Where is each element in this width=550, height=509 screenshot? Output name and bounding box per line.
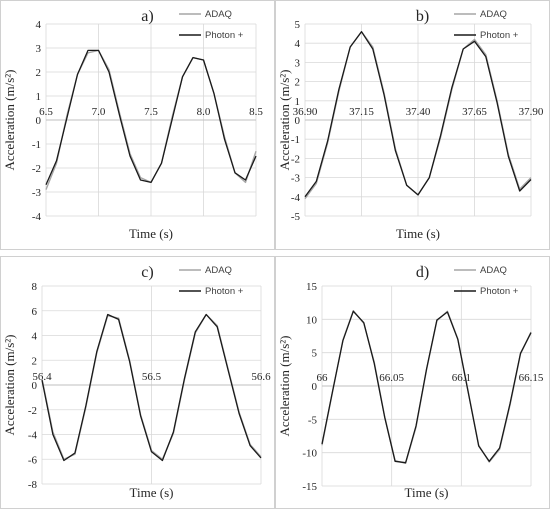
y-tick-label: 1 bbox=[295, 96, 301, 108]
x-tick-label: 56.5 bbox=[142, 371, 162, 383]
x-axis-title: Time (s) bbox=[130, 485, 174, 500]
x-tick-label: 7.5 bbox=[144, 106, 158, 118]
y-tick-label: -4 bbox=[32, 211, 42, 223]
panel-frame bbox=[0, 0, 275, 250]
y-tick-label: 0 bbox=[295, 115, 301, 127]
panel-label: a) bbox=[141, 8, 153, 25]
legend-label: Photon + bbox=[205, 30, 244, 41]
y-tick-label: 3 bbox=[36, 43, 42, 55]
legend-label: ADAQ bbox=[205, 265, 232, 276]
x-tick-label: 37.90 bbox=[519, 106, 544, 118]
y-tick-label: -4 bbox=[291, 192, 301, 204]
y-tick-label: 0 bbox=[36, 115, 42, 127]
y-tick-label: -2 bbox=[32, 163, 41, 175]
y-tick-label: -1 bbox=[32, 139, 41, 151]
x-tick-label: 37.65 bbox=[462, 106, 487, 118]
y-axis-title: Acceleration (m/s²) bbox=[2, 70, 17, 171]
y-axis-title: Acceleration (m/s²) bbox=[277, 70, 292, 171]
x-tick-label: 37.40 bbox=[406, 106, 431, 118]
panel-label: d) bbox=[416, 264, 429, 281]
y-tick-label: 4 bbox=[295, 38, 301, 50]
legend-label: Photon + bbox=[480, 286, 519, 297]
series-line-photon bbox=[321, 310, 532, 464]
series-line-adaq bbox=[321, 310, 532, 464]
chart-panel-4: -15 -10 -5 0 5 10 15 66 66.05 66.1 66.15 d) ADAQ Phot… bbox=[275, 256, 550, 509]
legend-label: ADAQ bbox=[480, 9, 507, 20]
series-line-photon bbox=[41, 313, 262, 462]
x-axis-title: Time (s) bbox=[405, 485, 449, 500]
x-tick-label: 8.5 bbox=[249, 106, 263, 118]
x-tick-label: 66.1 bbox=[452, 372, 471, 384]
y-tick-label: 6 bbox=[32, 306, 38, 318]
x-tick-label: 36.90 bbox=[293, 106, 318, 118]
y-tick-label: 3 bbox=[295, 57, 301, 69]
x-axis-title: Time (s) bbox=[396, 226, 440, 241]
y-tick-label: -1 bbox=[291, 134, 300, 146]
y-tick-label: -5 bbox=[308, 414, 318, 426]
legend-label: ADAQ bbox=[480, 265, 507, 276]
y-tick-label: -6 bbox=[28, 454, 38, 466]
legend-label: Photon + bbox=[205, 286, 244, 297]
x-tick-label: 7.0 bbox=[92, 106, 106, 118]
x-tick-label: 56.6 bbox=[251, 371, 271, 383]
x-axis-title: Time (s) bbox=[129, 226, 173, 241]
chart-panel-3: -8 -6 -4 -2 0 2 4 6 8 56.4 56.5 56.6 c) ADAQ Photon + T… bbox=[0, 256, 275, 509]
y-tick-label: 0 bbox=[32, 380, 38, 392]
y-tick-label: 15 bbox=[306, 281, 318, 293]
y-tick-label: 1 bbox=[36, 91, 42, 103]
y-tick-label: 2 bbox=[36, 67, 42, 79]
y-axis-title: Acceleration (m/s²) bbox=[2, 335, 17, 436]
y-tick-label: 4 bbox=[32, 331, 38, 343]
x-tick-label: 6.5 bbox=[39, 106, 53, 118]
y-tick-label: -15 bbox=[302, 481, 317, 493]
legend-label: Photon + bbox=[480, 30, 519, 41]
y-tick-label: -2 bbox=[291, 153, 300, 165]
y-tick-label: -3 bbox=[291, 173, 301, 185]
x-tick-label: 37.15 bbox=[349, 106, 374, 118]
chart-panel-1: -4 -3 -2 -1 0 1 2 3 4 6.5 7.0 7.5 8.0 8.5 a) ADAQ Photon… bbox=[0, 0, 275, 250]
y-tick-label: -4 bbox=[28, 430, 38, 442]
x-tick-label: 8.0 bbox=[197, 106, 211, 118]
y-tick-label: 5 bbox=[295, 19, 301, 31]
y-tick-label: -3 bbox=[32, 187, 42, 199]
chart-panel-2: -5 -4 -3 -2 -1 0 1 2 3 4 5 36.90 37.15 37.40 37.65 37.9… bbox=[275, 0, 550, 250]
series-line-photon bbox=[304, 31, 532, 198]
x-tick-label: 66.05 bbox=[379, 372, 404, 384]
y-tick-label: -10 bbox=[302, 448, 317, 460]
y-tick-label: -5 bbox=[291, 211, 301, 223]
y-tick-label: 5 bbox=[312, 348, 318, 360]
y-tick-label: 2 bbox=[295, 77, 301, 89]
y-tick-label: -8 bbox=[28, 479, 38, 491]
x-tick-label: 66.15 bbox=[519, 372, 544, 384]
y-tick-label: 4 bbox=[36, 19, 42, 31]
y-tick-label: -2 bbox=[28, 405, 37, 417]
y-tick-label: 0 bbox=[312, 381, 318, 393]
y-tick-label: 10 bbox=[306, 314, 318, 326]
y-tick-label: 2 bbox=[32, 355, 38, 367]
series-line-photon bbox=[45, 49, 257, 186]
x-tick-label: 66 bbox=[317, 372, 329, 384]
y-axis-title: Acceleration (m/s²) bbox=[277, 336, 292, 437]
x-tick-label: 56.4 bbox=[32, 371, 52, 383]
legend-label: ADAQ bbox=[205, 9, 232, 20]
panel-label: c) bbox=[141, 264, 153, 281]
panel-label: b) bbox=[416, 8, 429, 25]
y-tick-label: 8 bbox=[32, 281, 38, 293]
